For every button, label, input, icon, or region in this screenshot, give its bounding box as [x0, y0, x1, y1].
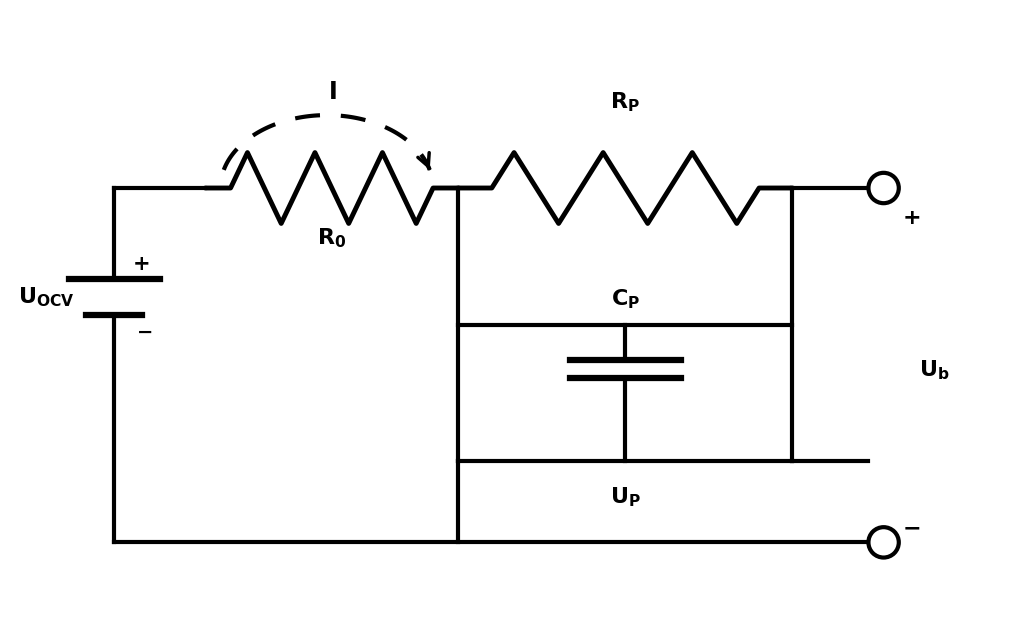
Text: $\mathbf{U_P}$: $\mathbf{U_P}$: [610, 485, 641, 509]
Text: $\mathbf{-}$: $\mathbf{-}$: [136, 322, 153, 341]
Text: $\mathbf{C_P}$: $\mathbf{C_P}$: [611, 288, 640, 311]
Text: $\mathbf{R_P}$: $\mathbf{R_P}$: [611, 90, 640, 114]
Text: $\mathbf{I}$: $\mathbf{I}$: [328, 80, 336, 104]
Text: $\mathbf{+}$: $\mathbf{+}$: [132, 254, 150, 274]
Text: $\mathbf{+}$: $\mathbf{+}$: [902, 209, 920, 228]
Text: $\mathbf{U_{OCV}}$: $\mathbf{U_{OCV}}$: [18, 285, 75, 309]
Text: $\mathbf{U_b}$: $\mathbf{U_b}$: [919, 358, 950, 382]
Text: $\mathbf{R_0}$: $\mathbf{R_0}$: [318, 227, 346, 251]
Text: $\mathbf{-}$: $\mathbf{-}$: [902, 517, 920, 537]
